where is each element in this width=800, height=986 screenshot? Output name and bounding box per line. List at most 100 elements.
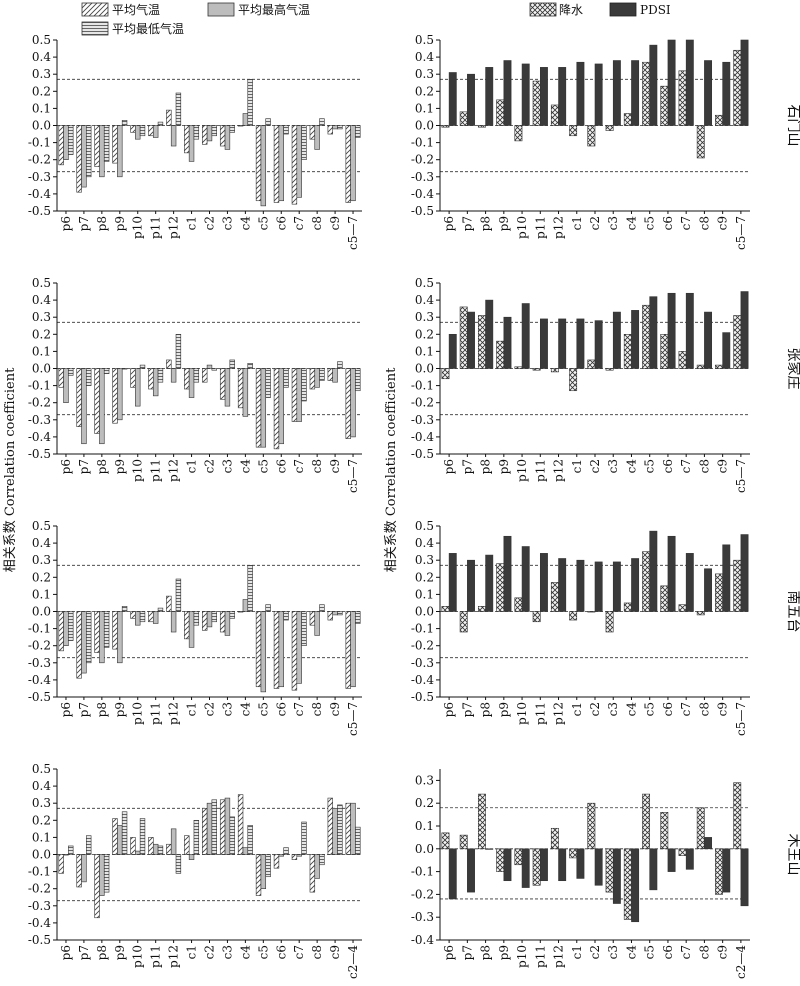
y-tick-label: 0.5	[32, 762, 51, 776]
x-tick-label: c5	[256, 216, 270, 230]
bar-mean-temp-14	[309, 368, 316, 390]
bar-mean-max-temp-7	[188, 125, 195, 162]
x-tick-label: c5—7	[346, 216, 360, 250]
x-tick-label: c1	[570, 216, 584, 230]
bar-pdsi-11	[649, 848, 658, 891]
bar-mean-temp-9	[219, 368, 226, 400]
bar-mean-min-temp-6	[175, 578, 182, 612]
x-tick-label: p12	[552, 945, 566, 968]
bar-mean-temp-14	[309, 854, 316, 893]
x-tick-label: c5	[256, 702, 270, 716]
bar-pdsi-10	[631, 60, 640, 126]
bar-precip-11	[642, 304, 651, 369]
panel-temp-r2: 0.5 0.4 0.3 0.2 0.1 0.0 -0.1 -0.2 -0.3 -0.4 -0.5 p6…	[28, 276, 362, 493]
y-tick-label: 0.2	[415, 84, 434, 98]
bar-precip-9	[605, 611, 614, 633]
bar-precip-3	[496, 563, 505, 612]
bar-mean-max-temp-13	[296, 125, 302, 198]
bar-pdsi-14	[704, 60, 713, 126]
bar-pdsi-5	[539, 848, 548, 882]
bar-mean-temp-7	[184, 368, 190, 390]
y-tick-label: 0.5	[415, 276, 434, 290]
bar-mean-max-temp-16	[350, 611, 356, 688]
y-tick-label: 0.1	[415, 344, 434, 358]
bar-precip-7	[569, 848, 578, 859]
bar-pdsi-9	[612, 60, 621, 126]
y-tick-label: 0.1	[32, 101, 51, 115]
x-tick-label: c6	[274, 216, 288, 230]
bar-mean-min-temp-12	[283, 847, 289, 855]
bar-mean-temp-13	[291, 125, 298, 205]
bar-mean-min-temp-16	[355, 826, 361, 855]
bar-mean-min-temp-10	[247, 79, 253, 126]
bar-mean-max-temp-7	[188, 854, 195, 860]
bar-pdsi-2	[485, 299, 494, 369]
y-tick-label: 0.0	[32, 119, 51, 133]
y-tick-label: 0.4	[415, 293, 434, 307]
x-tick-label: c5—7	[346, 702, 360, 736]
x-tick-label: p9	[497, 702, 511, 717]
x-tick-label: p11	[149, 945, 163, 968]
bar-mean-temp-6	[166, 843, 172, 855]
bar-mean-temp-15	[327, 125, 333, 135]
bar-precip-6	[550, 827, 559, 850]
bar-mean-temp-8	[202, 611, 208, 631]
legend-right: 降水 PDSI	[529, 2, 671, 17]
y-tick-label: 0.0	[415, 605, 434, 619]
bar-mean-temp-5	[148, 837, 154, 855]
bar-pdsi-5	[539, 318, 548, 369]
bar-pdsi-12	[667, 535, 676, 612]
bar-mean-temp-3	[112, 611, 118, 650]
x-tick-label: c4	[624, 945, 638, 960]
bar-mean-temp-5	[148, 368, 154, 390]
bar-mean-max-temp-5	[152, 611, 159, 624]
bar-mean-max-temp-1	[81, 125, 87, 188]
bar-mean-min-temp-8	[211, 611, 217, 623]
bar-mean-max-temp-7	[188, 368, 195, 398]
bar-pdsi-2	[485, 554, 494, 612]
y-tick-label: -0.1	[411, 622, 434, 636]
x-tick-label: p10	[131, 216, 145, 239]
panel-precip-pdsi-r1: 0.5 0.4 0.3 0.2 0.1 0.0 -0.1 -0.2 -0.3 -0.4 -0.5 p6…	[411, 33, 800, 250]
bar-precip-15	[715, 848, 723, 895]
legend-swatch-pdsi	[609, 2, 637, 17]
bar-precip-10	[623, 848, 632, 920]
y-tick-label: 0.2	[415, 570, 434, 584]
bar-mean-temp-15	[327, 797, 333, 855]
bar-precip-13	[678, 604, 687, 612]
x-tick-label: c2	[588, 702, 602, 716]
bar-mean-max-temp-11	[260, 368, 267, 448]
x-tick-label: c8	[310, 216, 324, 230]
x-tick-label: p9	[497, 459, 511, 474]
x-tick-label: c6	[661, 945, 675, 959]
bar-mean-temp-13	[291, 368, 298, 422]
bar-mean-temp-16	[345, 611, 351, 689]
bar-mean-min-temp-5	[157, 845, 164, 855]
y-tick-label: -0.3	[28, 899, 51, 913]
bar-mean-min-temp-4	[139, 818, 146, 855]
bar-mean-max-temp-10	[242, 847, 249, 855]
bar-mean-temp-6	[166, 595, 172, 612]
x-tick-label: p9	[497, 216, 511, 231]
bar-pdsi-16	[740, 848, 749, 907]
bar-precip-14	[696, 611, 705, 616]
bar-pdsi-15	[722, 61, 731, 126]
bar-precip-10	[623, 333, 632, 369]
bar-mean-min-temp-15	[337, 804, 343, 855]
bar-mean-max-temp-4	[135, 125, 141, 140]
x-tick-label: p6	[442, 702, 456, 717]
bar-mean-temp-11	[255, 125, 262, 202]
y-tick-label: 0.2	[32, 570, 51, 584]
y-tick-label: 0.0	[415, 119, 434, 133]
bar-mean-temp-11	[255, 611, 262, 688]
y-tick-label: 0.3	[32, 67, 51, 81]
bar-precip-5	[532, 848, 541, 886]
y-tick-label: 0.4	[32, 293, 51, 307]
bar-pdsi-12	[667, 848, 676, 872]
bar-precip-9	[605, 368, 614, 371]
bar-pdsi-13	[685, 553, 694, 612]
x-tick-label: c6	[661, 216, 675, 230]
bar-mean-temp-3	[112, 818, 118, 855]
bar-mean-temp-2	[94, 125, 100, 167]
bar-precip-14	[696, 125, 705, 159]
